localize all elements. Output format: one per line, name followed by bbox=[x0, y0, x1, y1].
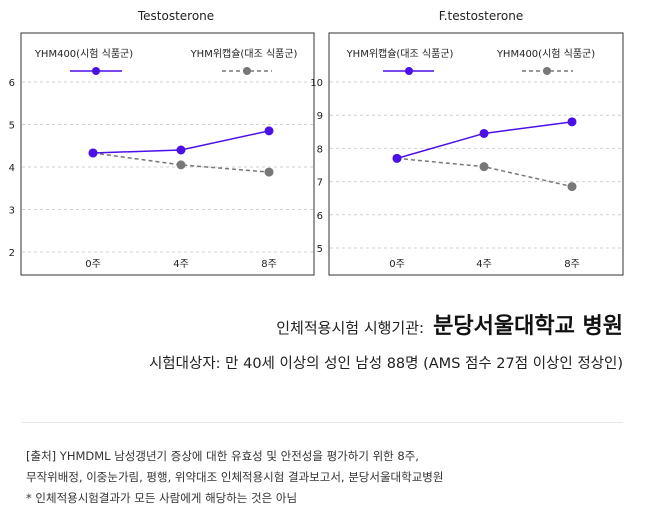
institution-label: 인체적용시험 시행기관: bbox=[276, 319, 425, 337]
x-tick-label: 4주 bbox=[476, 259, 492, 270]
data-point bbox=[567, 182, 577, 192]
chart-title: Testosterone bbox=[137, 9, 214, 23]
x-tick-label: 8주 bbox=[564, 259, 580, 270]
divider bbox=[22, 422, 623, 423]
data-point bbox=[479, 128, 489, 138]
legend: YHM위캡슐(대조 식품군) YHM400(시험 식품군) bbox=[346, 47, 595, 75]
data-point bbox=[392, 153, 402, 163]
legend-label: YHM400(시험 식품군) bbox=[34, 48, 133, 60]
data-point bbox=[176, 160, 186, 170]
charts-area: Testosterone YHM400(시험 식품군) YHM위캡슐(대조 식품… bbox=[9, 9, 624, 276]
legend-label: YHM위캡슐(대조 식품군) bbox=[190, 47, 298, 60]
chart-testosterone: Testosterone YHM400(시험 식품군) YHM위캡슐(대조 식품… bbox=[9, 9, 315, 276]
y-tick-label: 5 bbox=[317, 244, 323, 255]
footnote-line: [출처] YHMDML 남성갱년기 증상에 대한 유효성 및 안전성을 평가하기… bbox=[26, 449, 419, 463]
data-point bbox=[264, 167, 274, 177]
legend-label: YHM400(시험 식품군) bbox=[496, 48, 595, 60]
y-tick-label: 8 bbox=[317, 144, 323, 155]
plot-area: 5 6 7 8 9 10 0주 4주 8주 bbox=[310, 78, 622, 270]
y-tick-label: 3 bbox=[9, 206, 15, 217]
data-point bbox=[567, 117, 577, 127]
y-tick-label: 10 bbox=[310, 78, 323, 89]
footnotes: [출처] YHMDML 남성갱년기 증상에 대한 유효성 및 안전성을 평가하기… bbox=[26, 446, 443, 509]
x-tick-label: 4주 bbox=[173, 259, 189, 270]
institution-line: 인체적용시험 시행기관: 분당서울대학교 병원 bbox=[276, 308, 623, 340]
x-tick-label: 0주 bbox=[85, 259, 101, 270]
legend-marker bbox=[543, 67, 551, 75]
x-tick-label: 8주 bbox=[261, 259, 277, 270]
legend-marker bbox=[405, 67, 413, 75]
subjects-text: 시험대상자: 만 40세 이상의 성인 남성 88명 (AMS 점수 27점 이… bbox=[148, 356, 623, 372]
y-tick-label: 5 bbox=[9, 121, 15, 132]
series-line bbox=[92, 152, 270, 173]
y-tick-label: 4 bbox=[9, 163, 15, 174]
chart-frame bbox=[328, 32, 624, 276]
chart-title: F.testosterone bbox=[439, 9, 524, 23]
data-point bbox=[176, 145, 186, 155]
chart-frame bbox=[20, 32, 315, 276]
data-point bbox=[264, 126, 274, 136]
footnote-line: * 인체적용시험결과가 모든 사람에게 해당하는 것은 아님 bbox=[26, 491, 298, 505]
legend-marker bbox=[243, 67, 251, 75]
y-tick-label: 6 bbox=[9, 78, 15, 89]
legend-marker bbox=[92, 67, 100, 75]
chart-f-testosterone: F.testosterone YHM위캡슐(대조 식품군) YHM400(시험 … bbox=[310, 9, 624, 276]
institution-name: 분당서울대학교 병원 bbox=[433, 314, 623, 339]
legend-label: YHM위캡슐(대조 식품군) bbox=[346, 47, 454, 60]
footnote-line: 무작위배정, 이중눈가림, 평행, 위약대조 인체적용시험 결과보고서, 분당서… bbox=[26, 470, 444, 484]
data-point bbox=[479, 162, 489, 172]
data-point bbox=[88, 148, 98, 158]
plot-area: 2 3 4 5 6 0주 4주 8주 bbox=[9, 78, 313, 270]
y-tick-label: 7 bbox=[317, 178, 323, 189]
y-tick-label: 6 bbox=[317, 211, 323, 222]
y-tick-label: 9 bbox=[317, 111, 323, 122]
x-tick-label: 0주 bbox=[389, 259, 405, 270]
series-line bbox=[396, 121, 573, 160]
legend: YHM400(시험 식품군) YHM위캡슐(대조 식품군) bbox=[34, 47, 298, 75]
y-tick-label: 2 bbox=[9, 248, 15, 259]
